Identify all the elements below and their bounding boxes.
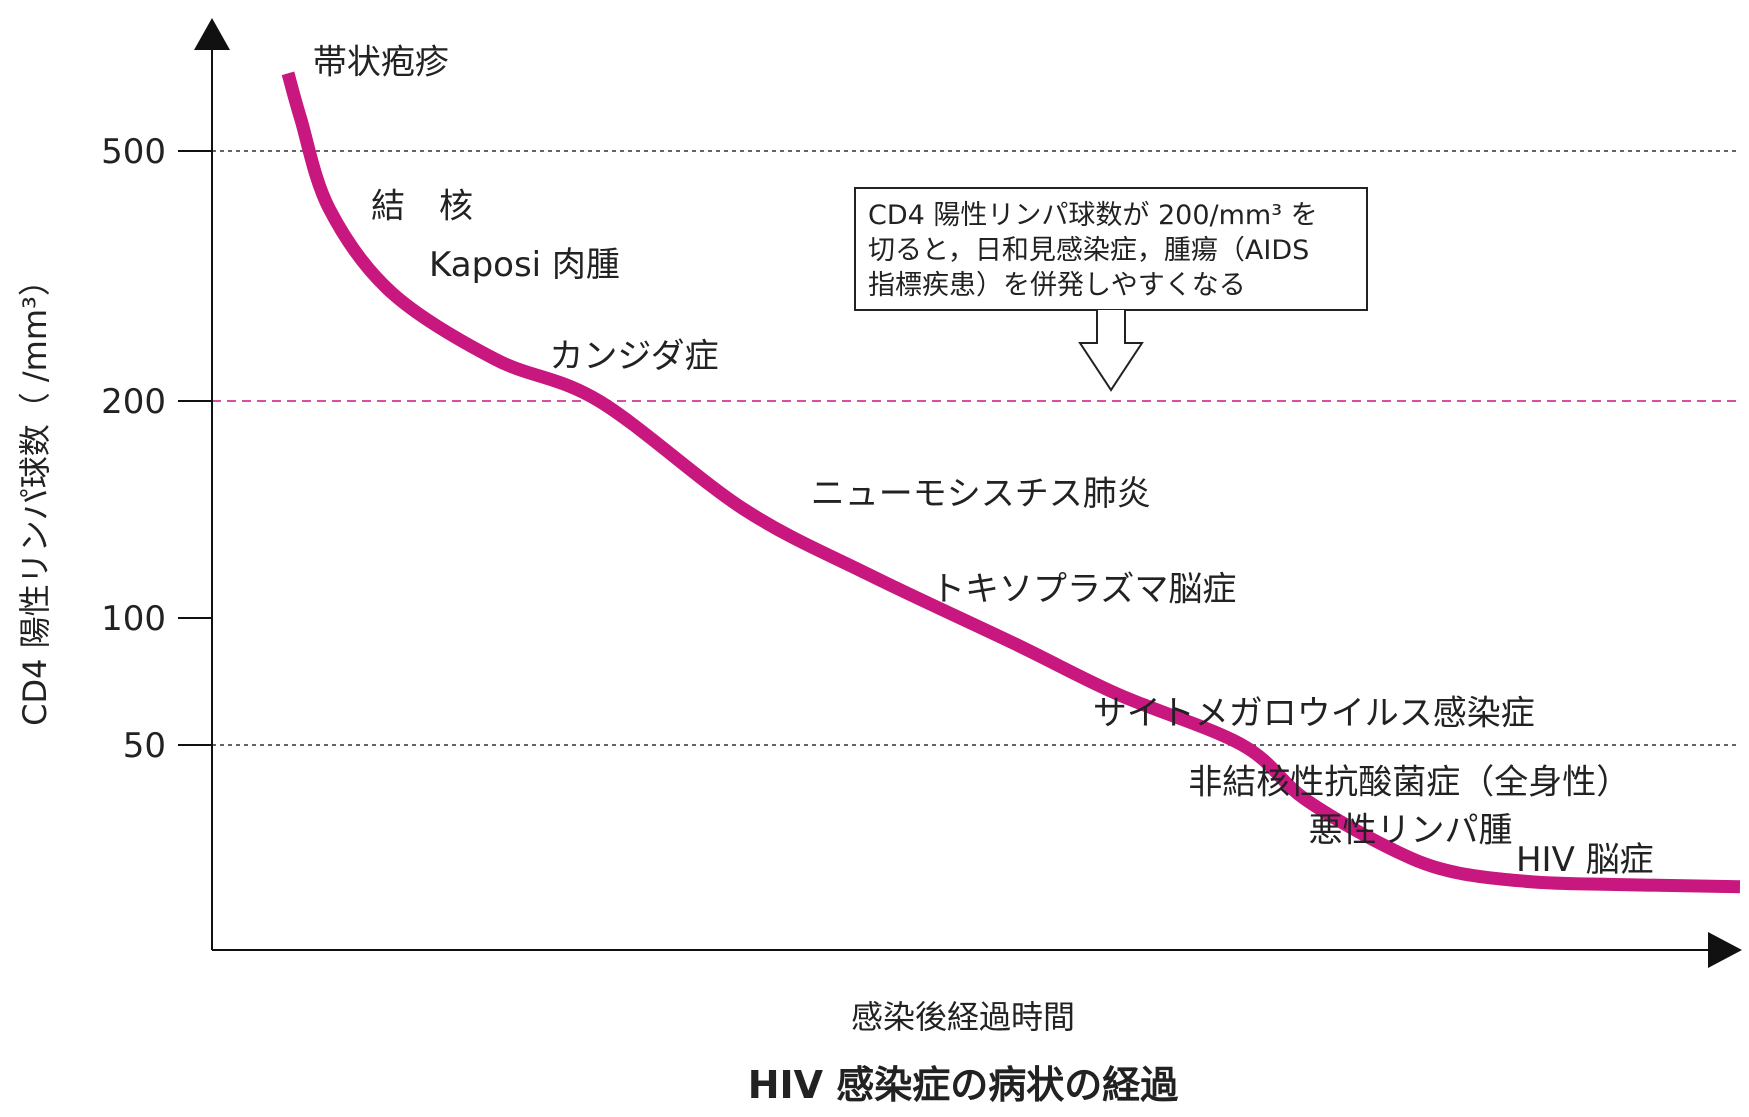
disease-label-10: HIV 脳症 [1516,840,1654,880]
disease-label-1: 帯状疱疹 [313,42,449,82]
y-tick-label-100: 100 [101,599,166,639]
x-axis-title: 感染後経過時間 [851,998,1075,1036]
disease-label-8: 非結核性抗酸菌症（全身性） [1188,762,1630,802]
y-tick-label-50: 50 [123,726,166,766]
y-tick-label-200: 200 [101,382,166,422]
callout: CD4 陽性リンパ球数が 200/mm³ を 切ると，日和見感染症，腫瘍（AID… [854,187,1368,392]
y-tick-label-500: 500 [101,132,166,172]
cd4-curve-line [281,71,1741,894]
disease-label-6: トキソプラズマ脳症 [931,570,1236,610]
disease-label-5: ニューモシスチス肺炎 [811,474,1151,514]
callout-line-1: CD4 陽性リンパ球数が 200/mm³ を [868,200,1318,231]
y-axis-arrowhead [194,18,230,50]
disease-label-2: 結 核 [371,187,473,227]
chart-title: HIV 感染症の病状の経過 [748,1063,1180,1107]
reference-lines [212,150,1740,746]
callout-down-arrow [1078,310,1144,392]
callout-line-2: 切ると，日和見感染症，腫瘍（AIDS [868,235,1309,266]
disease-label-9: 悪性リンパ腫 [1309,811,1513,851]
disease-label-7: サイトメガロウイルス感染症 [1093,694,1535,734]
callout-line-3: 指標疾患）を併発しやすくなる [868,270,1246,301]
disease-label-3: Kaposi 肉腫 [429,245,620,285]
y-axis-title: CD4 陽性リンパ球数（ /mm³） [16,264,54,726]
disease-label-4: カンジダ症 [549,337,718,377]
x-axis-arrowhead [1708,932,1742,968]
y-ticks: 500 200 100 50 [101,132,212,766]
